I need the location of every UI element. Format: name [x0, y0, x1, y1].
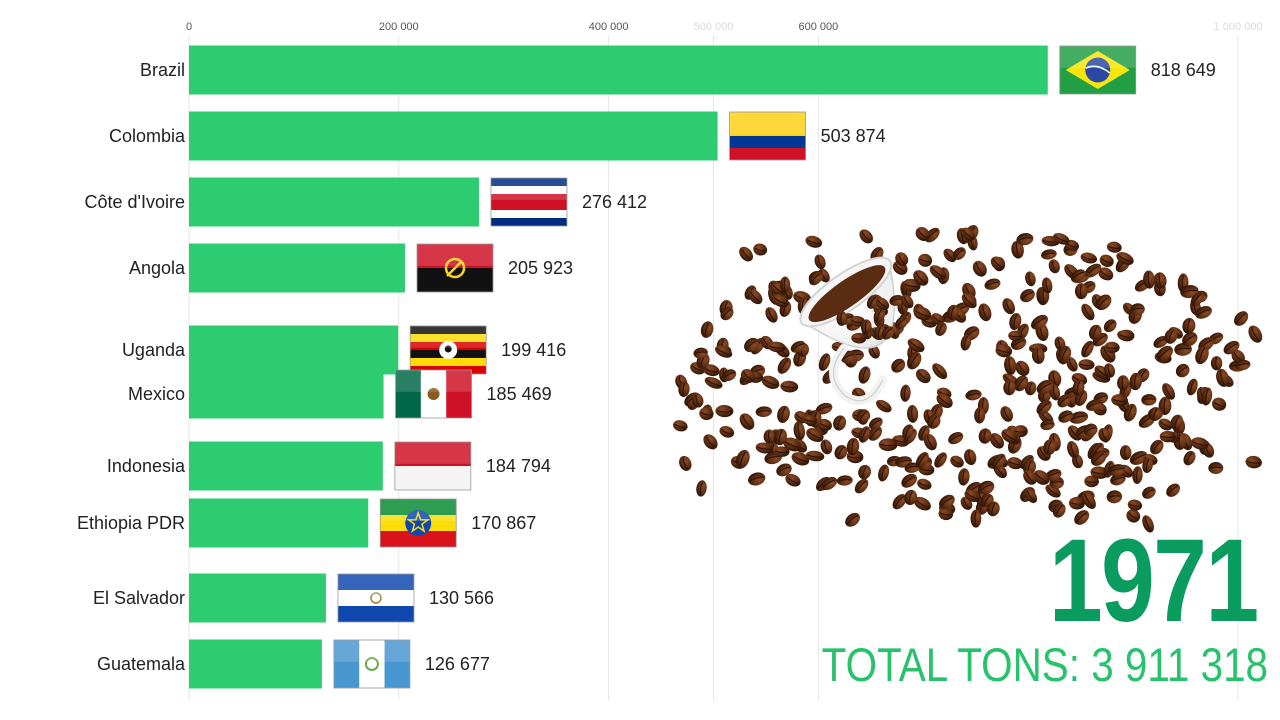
bar	[189, 573, 326, 623]
bar-row: Côte d'Ivoire 276 412	[85, 177, 647, 227]
bar-row: Angola 205 923	[129, 243, 573, 293]
value-label: 818 649	[1151, 60, 1216, 80]
brazil-flag-icon	[1059, 45, 1137, 95]
bar-row: Uganda 199 416	[122, 325, 566, 375]
x-tick-label: 400 000	[589, 21, 629, 33]
bar-row: Mexico 185 469	[128, 369, 552, 419]
bars: Brazil 818 649 Colombia 503 874 Côte d'Ivoir…	[77, 45, 1216, 689]
bar	[189, 243, 406, 293]
total-tons-value: 3 911 318	[1091, 638, 1268, 691]
total-tons-caption: TOTAL TONS:	[821, 638, 1080, 691]
value-label: 130 566	[429, 588, 494, 608]
value-label: 184 794	[486, 456, 551, 476]
category-label: Brazil	[140, 60, 185, 80]
x-tick-label: 500 000	[694, 21, 734, 33]
value-label: 170 867	[471, 513, 536, 533]
category-label: El Salvador	[93, 588, 185, 608]
bar	[189, 45, 1048, 95]
category-label: Ethiopia PDR	[77, 513, 185, 533]
uganda-flag-icon	[409, 325, 487, 375]
value-label: 503 874	[821, 126, 886, 146]
bar-row: Colombia 503 874	[109, 111, 886, 161]
category-label: Angola	[129, 258, 186, 278]
coffee-cup-beans-icon	[672, 225, 1263, 533]
value-label: 205 923	[508, 258, 573, 278]
category-label: Colombia	[109, 126, 186, 146]
bar-row: El Salvador 130 566	[93, 573, 494, 623]
colombia-flag-icon	[729, 111, 806, 161]
bar	[189, 325, 399, 375]
bar-row: Guatemala 126 677	[97, 639, 490, 689]
bar	[189, 639, 322, 689]
angola-flag-icon	[416, 243, 494, 293]
bar	[189, 369, 384, 419]
bar	[189, 177, 479, 227]
category-label: Uganda	[122, 340, 186, 360]
bar-row: Indonesia 184 794	[107, 441, 551, 491]
category-label: Côte d'Ivoire	[85, 192, 186, 212]
ethiopia-flag-icon	[379, 498, 457, 548]
bar	[189, 441, 383, 491]
bar	[189, 498, 369, 548]
guatemala-flag-icon	[333, 639, 411, 689]
value-label: 126 677	[425, 654, 490, 674]
bar	[189, 111, 718, 161]
category-label: Guatemala	[97, 654, 186, 674]
total-tons-label: TOTAL TONS: 3 911 318	[822, 640, 1268, 690]
x-axis-ticks: 0 200 000 400 000 500 000 600 000 1 000 000	[186, 21, 1263, 33]
costa-rica-flag-icon	[490, 177, 568, 227]
x-tick-label: 600 000	[799, 21, 839, 33]
x-tick-label: 0	[186, 21, 192, 33]
indonesia-flag-icon	[394, 441, 472, 491]
x-tick-label: 200 000	[379, 21, 419, 33]
el-salvador-flag-icon	[337, 573, 415, 623]
bar-row: Brazil 818 649	[140, 45, 1216, 95]
category-label: Indonesia	[107, 456, 186, 476]
value-label: 185 469	[487, 384, 552, 404]
category-label: Mexico	[128, 384, 185, 404]
value-label: 276 412	[582, 192, 647, 212]
x-tick-label: 1 000 000	[1214, 21, 1263, 33]
bar-row: Ethiopia PDR 170 867	[77, 498, 536, 548]
year-label: 1971	[1049, 515, 1259, 647]
value-label: 199 416	[501, 340, 566, 360]
mexico-flag-icon	[395, 369, 472, 419]
